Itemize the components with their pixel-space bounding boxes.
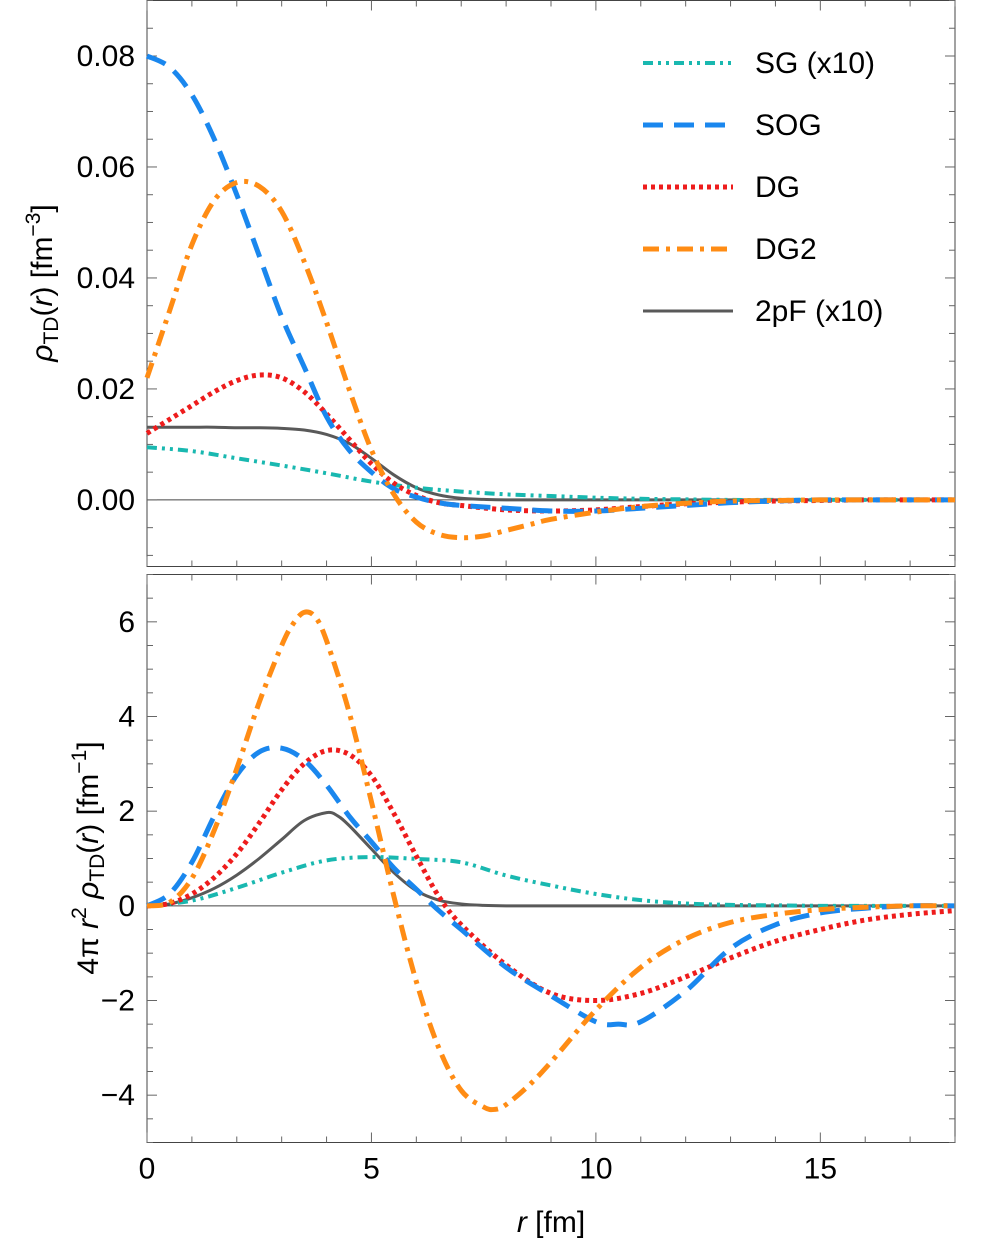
top-panel: 0.00 0.02 0.04 0.06 0.08 SG (x10) SOG DG DG2 2pF… — [22, 0, 956, 567]
series-line-sog — [145, 745, 956, 1028]
series-line-2pf — [146, 425, 955, 502]
x-axis-label: r [fm] — [517, 1206, 585, 1239]
bottom-y-axis-label: 4π r2 ρTD(r) [fm−1] — [68, 741, 109, 974]
series-line-dg — [146, 747, 956, 1003]
legend: SG (x10) SOG DG DG2 2pF (x10) — [643, 47, 883, 328]
series-line-dg2 — [144, 178, 955, 541]
legend-label-2pf: 2pF (x10) — [755, 295, 883, 328]
y-tick-label: −2 — [101, 985, 135, 1018]
y-tick-label: 0.00 — [77, 484, 135, 517]
series-line-sg — [146, 445, 955, 502]
bottom-series-group — [145, 609, 956, 1113]
legend-label-sog: SOG — [755, 109, 822, 142]
y-tick-label: 0 — [118, 890, 135, 923]
x-tick-label: 10 — [579, 1153, 612, 1186]
x-tick-label: 5 — [363, 1153, 380, 1186]
y-tick-label: 0.06 — [77, 151, 135, 184]
top-ticks: 0.00 0.02 0.04 0.06 0.08 — [77, 0, 956, 567]
series-line-sog — [145, 53, 955, 514]
legend-label-sg: SG (x10) — [755, 47, 875, 80]
y-tick-label: 0.04 — [77, 262, 135, 295]
top-series-group — [144, 53, 955, 541]
series-line-sg — [146, 855, 955, 908]
y-tick-label: 0.02 — [77, 373, 135, 406]
bottom-plot-frame — [146, 574, 956, 1143]
legend-label-dg2: DG2 — [755, 233, 817, 266]
x-tick-label: 15 — [804, 1153, 837, 1186]
bottom-panel: −4 −2 0 2 4 6 0 5 10 15 4π r2 ρTD(r) [fm−1] r [fm… — [68, 574, 956, 1239]
legend-label-dg: DG — [755, 171, 800, 204]
x-tick-label: 0 — [139, 1153, 156, 1186]
y-tick-label: −4 — [101, 1079, 135, 1112]
series-line-2pf — [146, 810, 955, 908]
series-line-dg2 — [146, 609, 956, 1113]
y-tick-label: 0.08 — [77, 40, 135, 73]
y-tick-label: 2 — [118, 795, 135, 828]
y-tick-label: 6 — [118, 606, 135, 639]
y-tick-label: 4 — [118, 701, 135, 734]
top-y-axis-label: ρTD(r) [fm−3] — [22, 204, 63, 362]
series-line-dg — [145, 372, 955, 514]
